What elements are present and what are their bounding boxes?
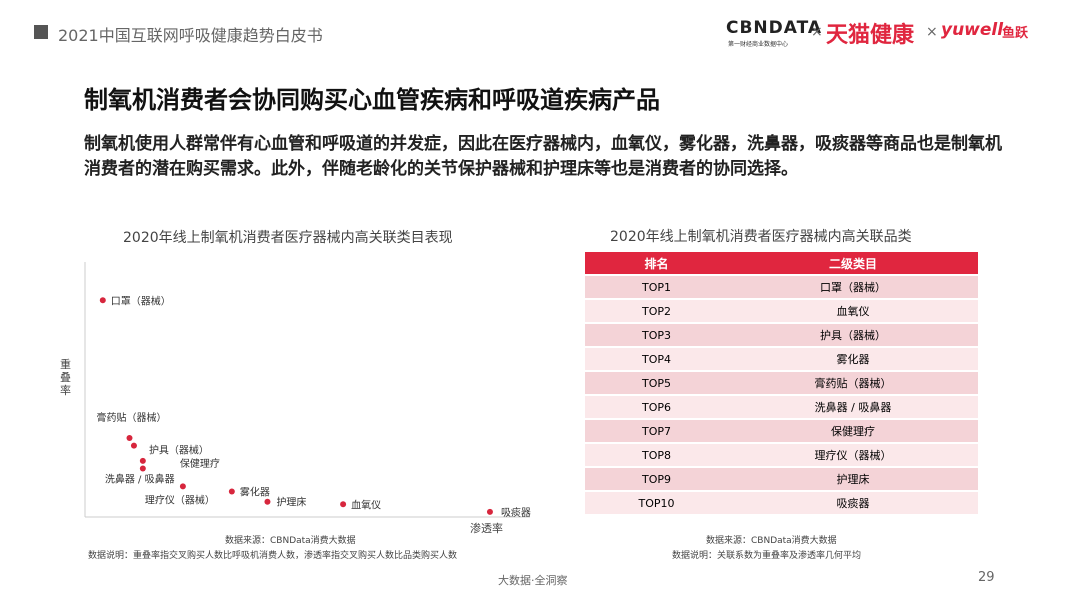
table-cell: TOP7 (585, 420, 728, 442)
data-point (486, 508, 493, 515)
column-header: 二级类目 (728, 252, 978, 274)
body-text: 制氧机使用人群常伴有心血管和呼吸道的并发症，因此在医疗器械内，血氧仪，雾化器，洗… (84, 134, 1002, 179)
x-axis-label: 渗透率 (470, 522, 503, 535)
table-row: TOP7 保健理疗 (585, 420, 978, 442)
table-row: TOP10 吸痰器 (585, 492, 978, 514)
table-cell: TOP1 (585, 276, 728, 298)
point-label: 口罩（器械） (111, 294, 171, 307)
table-cell: 血氧仪 (728, 300, 978, 322)
table-cell: 护具（器械） (728, 324, 978, 346)
point-label: 洗鼻器 / 吸鼻器 (105, 473, 175, 486)
table-cell: 理疗仪（器械） (728, 444, 978, 466)
chart-source: 数据来源：CBNData消费大数据 (225, 536, 356, 546)
table-row: TOP6 洗鼻器 / 吸鼻器 (585, 396, 978, 418)
page-number: 29 (978, 570, 995, 585)
table-cell: TOP10 (585, 492, 728, 514)
table-cell: TOP5 (585, 372, 728, 394)
data-point (264, 498, 271, 505)
table-cell: TOP4 (585, 348, 728, 370)
brand-cbndata: CBNDATA (726, 18, 823, 38)
separator: × (926, 24, 938, 40)
table-cell: 膏药贴（器械） (728, 372, 978, 394)
header-title: 2021中国互联网呼吸健康趋势白皮书 (58, 26, 323, 45)
point-label: 吸痰器 (501, 506, 531, 519)
header-marker (34, 25, 48, 39)
data-point (228, 488, 235, 495)
chart-title: 2020年线上制氧机消费者医疗器械内高关联类目表现 (123, 230, 453, 246)
table-cell: 雾化器 (728, 348, 978, 370)
point-label: 理疗仪（器械） (145, 493, 215, 506)
table-cell: TOP8 (585, 444, 728, 466)
data-point (139, 465, 146, 472)
table-row: TOP8 理疗仪（器械） (585, 444, 978, 466)
table-cell: 护理床 (728, 468, 978, 490)
data-point (340, 501, 347, 508)
table-title: 2020年线上制氧机消费者医疗器械内高关联品类 (610, 229, 912, 245)
brand-yuwell: yuwell (941, 20, 1004, 40)
data-point (139, 457, 146, 464)
y-axis-label: 重叠率 (60, 358, 71, 397)
footer-tagline: 大数据·全洞察 (498, 574, 568, 587)
table-cell: 保健理疗 (728, 420, 978, 442)
brand-cbndata-sub: 第一财经商业数据中心 (728, 41, 789, 48)
table-cell: TOP2 (585, 300, 728, 322)
point-label: 护具（器械） (149, 444, 209, 457)
point-label: 雾化器 (240, 486, 270, 499)
separator: × (811, 24, 823, 40)
point-label: 护理床 (276, 496, 306, 509)
table-row: TOP2 血氧仪 (585, 300, 978, 322)
ranking-table: 排名 二级类目 TOP1 口罩（器械） TOP2 血氧仪 TOP3 护具（器械） TOP4 雾化… (585, 250, 978, 516)
table-source: 数据来源：CBNData消费大数据 (706, 536, 837, 546)
brand-yuwell-cn: 鱼跃 (1002, 26, 1029, 41)
table-row: TOP9 护理床 (585, 468, 978, 490)
table-cell: 洗鼻器 / 吸鼻器 (728, 396, 978, 418)
data-point (179, 483, 186, 490)
table-row: TOP3 护具（器械） (585, 324, 978, 346)
slide-title: 制氧机消费者会协同购买心血管疾病和呼吸道疾病产品 (84, 86, 660, 114)
point-label: 膏药贴（器械） (97, 411, 167, 424)
table-cell: TOP3 (585, 324, 728, 346)
point-label: 血氧仪 (351, 498, 381, 511)
table-note: 数据说明：关联系数为重叠率及渗透率几何平均 (672, 551, 862, 561)
table-row: TOP1 口罩（器械） (585, 276, 978, 298)
data-point (126, 434, 133, 441)
table-row: TOP5 膏药贴（器械） (585, 372, 978, 394)
table-cell: 口罩（器械） (728, 276, 978, 298)
table-cell: TOP9 (585, 468, 728, 490)
table-row: TOP4 雾化器 (585, 348, 978, 370)
table-cell: TOP6 (585, 396, 728, 418)
data-point (130, 442, 137, 449)
point-label: 保健理疗 (180, 457, 220, 470)
chart-note: 数据说明：重叠率指交叉购买人数比呼吸机消费人数，渗透率指交叉购买人数比品类购买人… (88, 551, 458, 561)
brand-tmall: 天猫健康 (826, 23, 915, 48)
column-header: 排名 (585, 252, 728, 274)
data-point (99, 297, 106, 304)
table-cell: 吸痰器 (728, 492, 978, 514)
